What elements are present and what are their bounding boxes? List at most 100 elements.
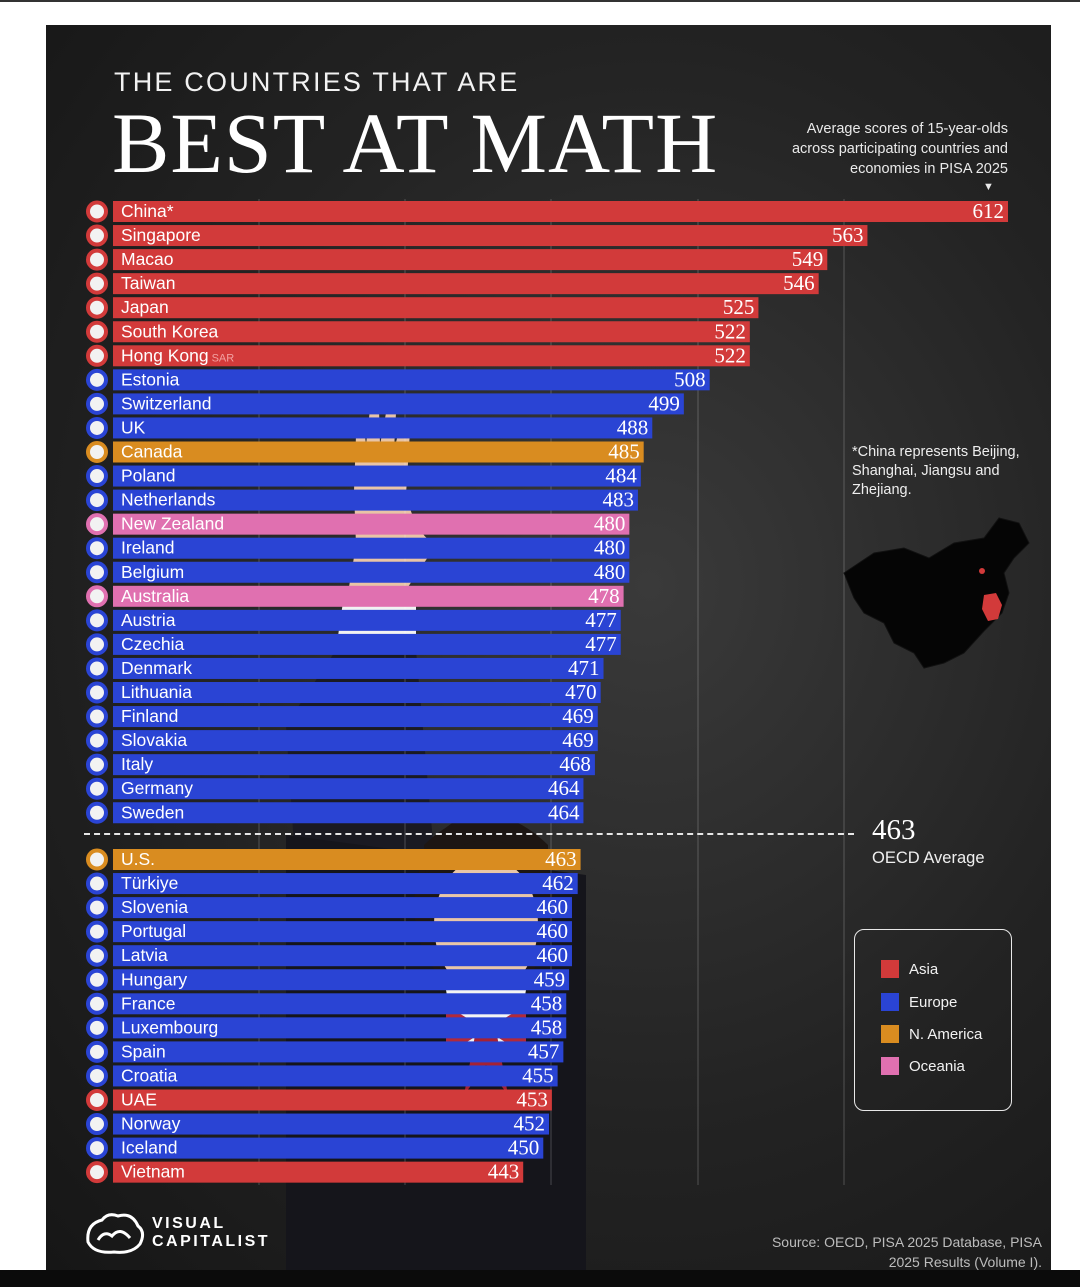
flag-icon (86, 416, 108, 439)
legend-swatch-oceania (881, 1057, 899, 1075)
bar-row: New Zealand 480 (86, 512, 630, 536)
bar-row: South Korea 522 (86, 319, 750, 343)
flag-icon (86, 441, 108, 463)
flag-icon (86, 1089, 108, 1111)
logo-line-2: CAPITALIST (152, 1233, 271, 1250)
bar-row: Ireland 480 (86, 536, 630, 560)
bar-category-label: Luxembourg (121, 1017, 218, 1037)
oecd-average-line (84, 833, 854, 835)
down-arrow-icon: ▼ (983, 181, 994, 193)
bar-row: UAE 453 (86, 1088, 552, 1112)
bar-category-label: New Zealand (121, 514, 224, 534)
bar-category-label: Croatia (121, 1065, 178, 1085)
bar-row: Belgium 480 (86, 560, 630, 584)
bar-category-label: China* (121, 201, 174, 221)
bar-value-label: 480 (594, 560, 626, 584)
bar-value-label: 546 (783, 271, 815, 295)
bar-value-label: 508 (674, 367, 706, 391)
bar-value-label: 484 (605, 464, 637, 488)
bar-value-label: 452 (514, 1112, 546, 1136)
bar-category-label: Austria (121, 610, 176, 630)
bar-value-label: 460 (536, 919, 568, 943)
bar (113, 969, 570, 991)
bar-category-label: Canada (121, 442, 183, 462)
flag-icon (86, 200, 108, 223)
bar-row: Italy 468 (86, 752, 595, 776)
bar-category-label: Czechia (121, 634, 184, 654)
flag-icon (86, 633, 108, 656)
bar-row: Austria 477 (86, 608, 621, 632)
bar-value-label: 480 (594, 536, 626, 560)
bar-category-label: Lithuania (121, 682, 192, 702)
bar-value-label: 458 (531, 1015, 563, 1039)
legend-label: Asia (909, 960, 939, 978)
bar-category-label: Italy (121, 754, 153, 774)
bar-row: Latvia 460 (86, 943, 572, 967)
logo-line-1: VISUAL (152, 1215, 226, 1232)
bar-value-label: 469 (562, 728, 594, 752)
bar-category-label: Vietnam (121, 1162, 185, 1182)
flag-icon (86, 513, 108, 536)
bar-category-label: UK (121, 417, 146, 437)
bar (113, 1065, 558, 1087)
bar (113, 945, 572, 967)
flag-icon (86, 392, 108, 415)
bar (113, 802, 584, 824)
bar-value-label: 459 (534, 967, 566, 991)
bar-row: Vietnam 443 (86, 1160, 524, 1184)
source-note: Source: OECD, PISA 2025 Database, PISA 2… (771, 1234, 1042, 1270)
chart-bars: China* 612 Singapore 563 Macao 549 Taiwan 546 Ja… (86, 199, 1008, 1184)
bar-category-label: Japan (121, 297, 169, 317)
bar (113, 345, 750, 367)
bar (113, 1113, 550, 1135)
region-legend: Asia Europe N. America Oceania (854, 929, 1012, 1111)
bar (113, 489, 638, 511)
title-top: THE COUNTRIES THAT ARE (114, 67, 520, 97)
flag-icon (86, 224, 108, 247)
bar-value-label: 458 (531, 991, 563, 1015)
bar-category-label: South Korea (121, 321, 219, 341)
bar-category-label: Latvia (121, 945, 168, 965)
oecd-average-value: 463 (872, 814, 916, 846)
bar-category-label: Norway (121, 1114, 181, 1134)
flag-icon (86, 1064, 108, 1087)
bar-category-label: Slovenia (121, 897, 188, 917)
top-rule (0, 0, 1080, 2)
bar-value-label: 471 (568, 656, 600, 680)
bar-category-label: Iceland (121, 1138, 177, 1158)
bar-value-label: 477 (585, 608, 617, 632)
bar-row: Poland 484 (86, 464, 641, 488)
bar (113, 417, 653, 439)
bar-row: Hungary 459 (86, 967, 570, 991)
bar-row: Hong Kong SAR 522 (86, 343, 750, 367)
bar (113, 1017, 567, 1039)
bar-category-label: Macao (121, 249, 174, 269)
bar-category-label: Netherlands (121, 490, 216, 510)
bar-value-label: 549 (792, 247, 824, 271)
flag-icon (86, 296, 108, 319)
bar (113, 897, 572, 919)
bar-row: France 458 (86, 991, 567, 1015)
bar (113, 682, 601, 703)
bar-value-label: 443 (488, 1160, 520, 1184)
bar (113, 1089, 552, 1111)
flag-icon (86, 1113, 108, 1136)
bar-row: Macao 549 (86, 247, 828, 271)
bar-row: Sweden 464 (86, 800, 584, 824)
bar-value-label: 463 (545, 847, 577, 871)
oecd-average-label: OECD Average (872, 849, 985, 867)
bar (113, 657, 604, 679)
bar (113, 441, 644, 463)
bar-row: Norway 452 (86, 1112, 550, 1136)
legend-swatch-europe (881, 993, 899, 1011)
infographic-poster: THE COUNTRIES THAT ARE BEST AT MATH Aver… (46, 25, 1051, 1270)
bar-value-label: 460 (536, 943, 568, 967)
flag-icon (86, 465, 108, 488)
bar (113, 730, 598, 752)
bar (113, 633, 621, 655)
flag-icon (86, 561, 108, 584)
flag-icon (86, 320, 108, 343)
bar (113, 201, 1008, 222)
logo-icon (86, 1213, 145, 1254)
legend-label: Europe (909, 993, 958, 1011)
